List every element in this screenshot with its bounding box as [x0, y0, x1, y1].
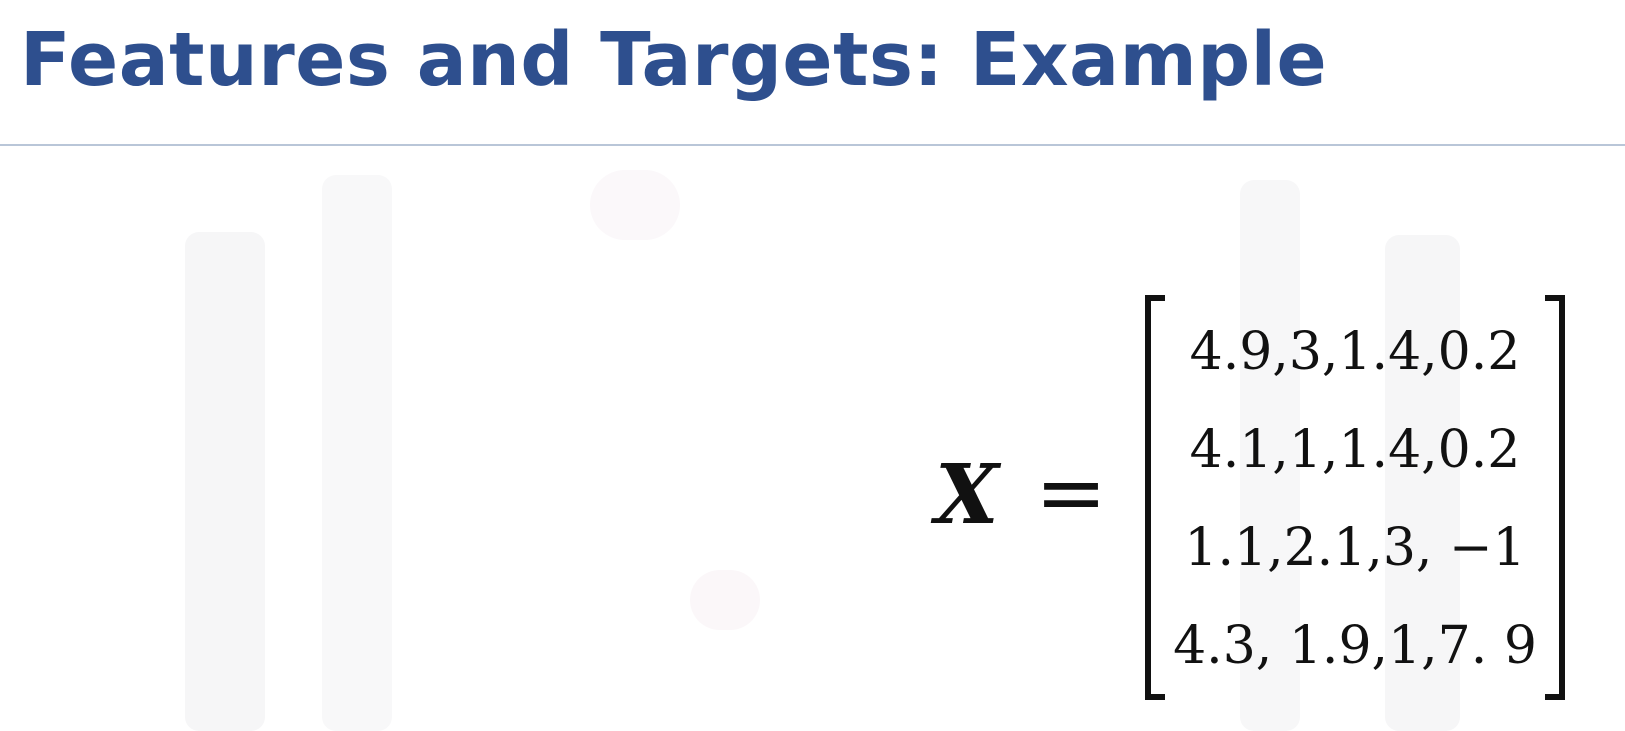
background-shape [1385, 235, 1460, 731]
background-shape [322, 175, 392, 731]
right-bracket [1545, 295, 1565, 700]
background-shape [185, 232, 265, 731]
left-bracket [1145, 295, 1165, 700]
slide-title: Features and Targets: Example [20, 17, 1328, 103]
matrix-row: 1.1,2.1,3, −1 [1184, 518, 1526, 578]
background-shape [690, 570, 760, 630]
matrix-row: 4.9,3,1.4,0.2 [1189, 322, 1521, 382]
matrix-row: 4.3, 1.9,1,7. 9 [1173, 616, 1537, 676]
background-shape [590, 170, 680, 240]
matrix-variable: X [935, 447, 999, 543]
matrix-rows: 4.9,3,1.4,0.2 4.1,1,1.4,0.2 1.1,2.1,3, −… [1170, 303, 1540, 695]
background-shape [1240, 180, 1300, 731]
matrix-row: 4.1,1,1.4,0.2 [1189, 420, 1521, 480]
title-divider [0, 144, 1625, 146]
equals-sign: = [1035, 443, 1108, 543]
matrix-equation: X = 4.9,3,1.4,0.2 4.1,1,1.4,0.2 1.1,2.1,… [935, 295, 1595, 705]
